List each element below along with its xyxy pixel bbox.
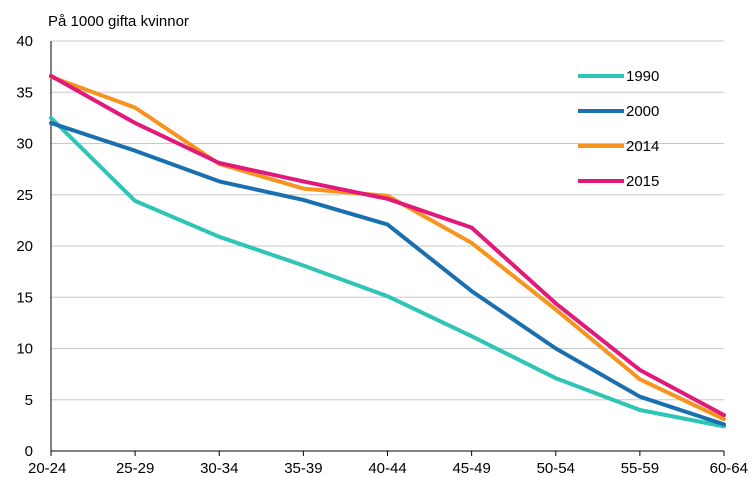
series-line-2000 bbox=[49, 121, 726, 427]
x-tick-label: 40-44 bbox=[368, 460, 406, 477]
y-tick-label: 25 bbox=[16, 187, 33, 204]
y-axis-ticks: 0 5 10 15 20 25 30 35 40 bbox=[16, 33, 33, 460]
x-tick-label: 30-34 bbox=[200, 460, 238, 477]
gridlines bbox=[50, 40, 724, 452]
y-tick-label: 40 bbox=[16, 33, 33, 50]
series-lines bbox=[49, 73, 726, 429]
series-line-1990 bbox=[49, 115, 726, 429]
x-tick-label: 45-49 bbox=[452, 460, 490, 477]
x-tick-label: 50-54 bbox=[537, 460, 575, 477]
series-line-2015 bbox=[49, 73, 726, 418]
y-tick-label: 15 bbox=[16, 289, 33, 306]
y-tick-label: 5 bbox=[25, 392, 33, 409]
y-tick-label: 30 bbox=[16, 136, 33, 153]
y-tick-label: 0 bbox=[25, 443, 33, 460]
series-line-2014 bbox=[49, 74, 726, 422]
y-tick-label: 35 bbox=[16, 84, 33, 101]
legend-label-2015: 2015 bbox=[626, 173, 659, 190]
legend-label-1990: 1990 bbox=[626, 68, 659, 85]
legend: 1990 2000 2014 2015 bbox=[578, 68, 659, 190]
x-tick-label: 20-24 bbox=[28, 460, 66, 477]
x-tick-label: 25-29 bbox=[116, 460, 154, 477]
y-tick-label: 10 bbox=[16, 341, 33, 358]
x-tick-label: 55-59 bbox=[621, 460, 659, 477]
y-tick-label: 20 bbox=[16, 238, 33, 255]
x-axis-ticks: 20-24 25-29 30-34 35-39 40-44 45-49 50-54 55-59… bbox=[28, 451, 748, 477]
legend-label-2014: 2014 bbox=[626, 138, 659, 155]
x-tick-label: 60-64 bbox=[710, 460, 748, 477]
legend-label-2000: 2000 bbox=[626, 103, 659, 120]
unit-label: På 1000 gifta kvinnor bbox=[48, 13, 189, 30]
x-tick-label: 35-39 bbox=[284, 460, 322, 477]
